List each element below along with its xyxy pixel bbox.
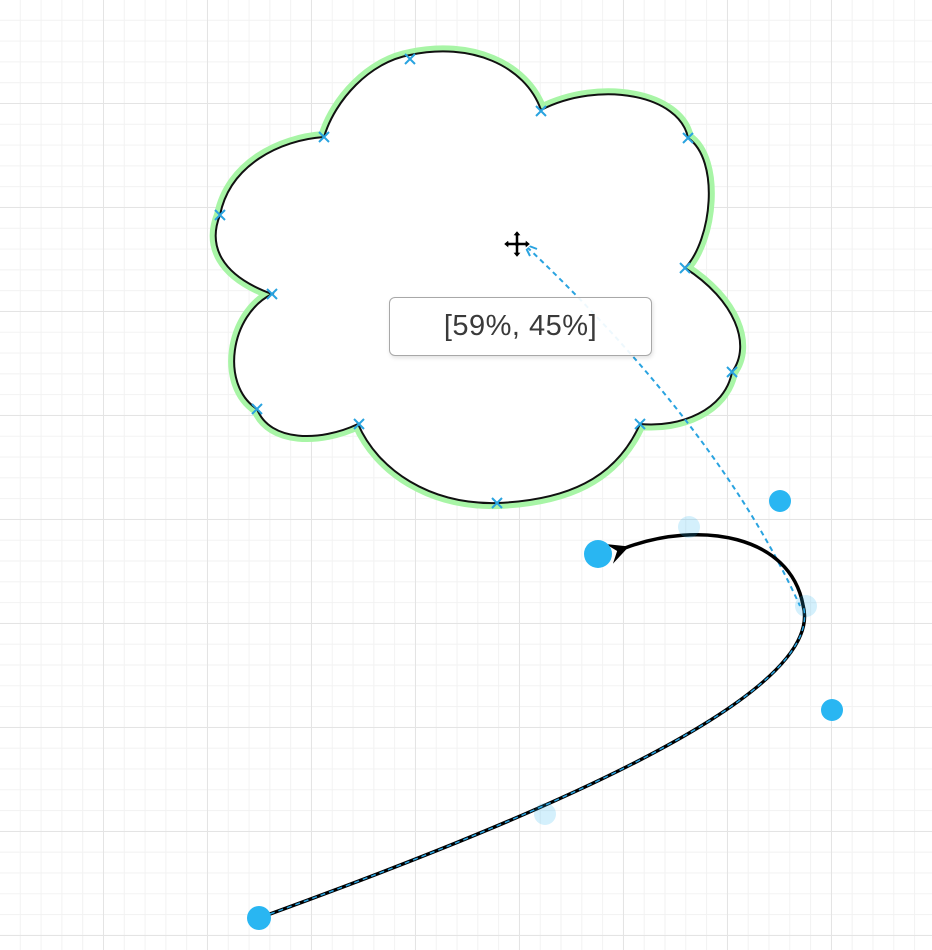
x-mark-icon[interactable] xyxy=(726,366,738,378)
x-mark-icon[interactable] xyxy=(251,403,263,415)
x-mark-icon[interactable] xyxy=(318,131,330,143)
constraint-points xyxy=(214,53,738,509)
virtual-bend-handle[interactable] xyxy=(534,803,556,825)
curve-control-handle[interactable] xyxy=(821,699,843,721)
connector-edge[interactable] xyxy=(269,532,807,916)
x-mark-icon[interactable] xyxy=(535,105,547,117)
x-mark-icon[interactable] xyxy=(634,418,646,430)
virtual-bend-handle[interactable] xyxy=(678,516,700,538)
curve-control-handle[interactable] xyxy=(769,490,791,512)
x-mark-icon[interactable] xyxy=(491,497,503,509)
cloud-outline[interactable] xyxy=(214,50,742,505)
x-mark-icon[interactable] xyxy=(679,262,691,274)
connector-edge-dashed-overlay xyxy=(269,604,806,915)
tooltip-text: [59%, 45%] xyxy=(443,310,598,342)
cloud-shape[interactable] xyxy=(209,45,747,510)
x-mark-icon[interactable] xyxy=(266,288,278,300)
x-mark-icon[interactable] xyxy=(214,209,226,221)
virtual-bend-handle[interactable] xyxy=(795,595,817,617)
connector-start-handle[interactable] xyxy=(247,906,271,930)
x-mark-icon[interactable] xyxy=(404,53,416,65)
move-cursor-icon xyxy=(502,229,532,259)
x-mark-icon[interactable] xyxy=(682,132,694,144)
x-mark-icon[interactable] xyxy=(353,418,365,430)
connector-end-handle[interactable] xyxy=(584,540,612,568)
constraint-position-tooltip: [59%, 45%] xyxy=(389,297,652,356)
